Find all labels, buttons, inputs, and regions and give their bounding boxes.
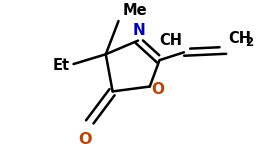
Text: CH: CH [159, 33, 182, 48]
Text: 2: 2 [246, 36, 254, 49]
Text: Et: Et [52, 58, 70, 73]
Text: O: O [151, 82, 164, 97]
Text: Me: Me [122, 3, 147, 18]
Text: CH: CH [228, 32, 251, 47]
Text: N: N [133, 23, 145, 38]
Text: O: O [78, 132, 92, 147]
